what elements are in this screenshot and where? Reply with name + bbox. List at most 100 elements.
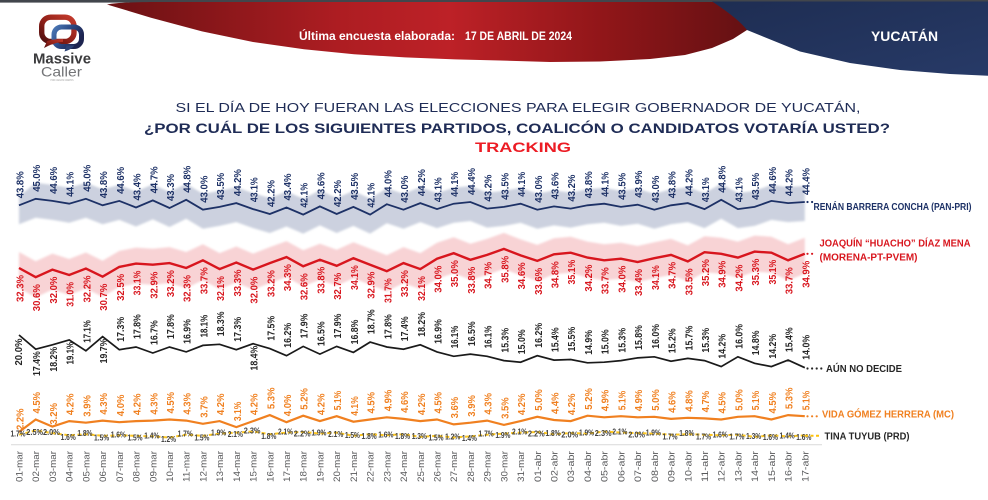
svg-text:43.2%: 43.2% (567, 175, 578, 202)
svg-text:1.3%: 1.3% (412, 432, 427, 441)
svg-text:15.5%: 15.5% (567, 327, 578, 352)
svg-text:44.1%: 44.1% (66, 172, 77, 197)
svg-text:15.2%: 15.2% (668, 328, 679, 353)
svg-text:15.7%: 15.7% (684, 326, 695, 351)
svg-text:17.9%: 17.9% (300, 314, 311, 339)
svg-text:3.7%: 3.7% (199, 396, 210, 418)
svg-text:16-abr: 16-abr (784, 451, 794, 482)
svg-text:33.5%: 33.5% (684, 268, 695, 295)
svg-text:44.2%: 44.2% (785, 169, 796, 196)
svg-text:2.2%: 2.2% (294, 430, 311, 439)
svg-text:Última encuesta elaborada:: Última encuesta elaborada: (299, 28, 455, 43)
svg-text:44.6%: 44.6% (768, 167, 779, 194)
svg-text:SI EL DÍA DE HOY FUERAN LAS EL: SI EL DÍA DE HOY FUERAN LAS ELECCIONES P… (176, 100, 861, 115)
svg-text:14.8%: 14.8% (751, 330, 762, 355)
svg-text:1.5%: 1.5% (428, 433, 443, 442)
svg-text:4.2%: 4.2% (216, 393, 227, 415)
svg-text:15.0%: 15.0% (601, 329, 612, 354)
svg-text:1.8%: 1.8% (679, 429, 694, 438)
svg-text:17.8%: 17.8% (133, 314, 144, 339)
svg-text:16.7%: 16.7% (149, 320, 160, 345)
svg-text:44.1%: 44.1% (601, 172, 612, 197)
svg-text:1.7%: 1.7% (178, 430, 193, 439)
svg-text:44.2%: 44.2% (417, 169, 428, 196)
svg-text:44.8%: 44.8% (183, 166, 194, 193)
svg-text:4.2%: 4.2% (567, 393, 578, 415)
svg-text:33.1%: 33.1% (133, 271, 144, 296)
svg-text:33.7%: 33.7% (199, 267, 210, 294)
svg-text:¿POR CUÁL DE LOS SIGUIENTES PA: ¿POR CUÁL DE LOS SIGUIENTES PARTIDOS, CO… (144, 121, 890, 136)
svg-text:30.6%: 30.6% (32, 284, 43, 311)
svg-text:24-mar: 24-mar (399, 451, 409, 482)
svg-text:32.1%: 32.1% (417, 276, 428, 301)
svg-text:1.8%: 1.8% (77, 429, 92, 438)
svg-text:44.4%: 44.4% (467, 168, 478, 195)
svg-text:4.7%: 4.7% (701, 391, 712, 413)
svg-text:32.3%: 32.3% (16, 275, 27, 302)
svg-text:4.2%: 4.2% (517, 393, 528, 415)
svg-text:2.0%: 2.0% (628, 431, 645, 440)
svg-text:17.8%: 17.8% (166, 314, 177, 339)
svg-text:32.0%: 32.0% (250, 277, 261, 304)
svg-text:4.5%: 4.5% (367, 392, 378, 414)
svg-text:07-abr: 07-abr (633, 451, 643, 482)
svg-text:4.2%: 4.2% (250, 393, 261, 415)
svg-text:5.1%: 5.1% (617, 391, 628, 410)
svg-text:18.2%: 18.2% (417, 312, 428, 337)
svg-text:31-mar: 31-mar (516, 451, 526, 482)
svg-text:33.7%: 33.7% (601, 267, 612, 294)
svg-text:15.8%: 15.8% (634, 325, 645, 350)
svg-text:1.9%: 1.9% (495, 431, 510, 440)
svg-text:34.8%: 34.8% (551, 261, 562, 288)
svg-text:32.7%: 32.7% (333, 273, 344, 300)
svg-text:32.6%: 32.6% (300, 273, 311, 300)
svg-text:43.4%: 43.4% (133, 173, 144, 200)
svg-text:4.2%: 4.2% (133, 393, 144, 415)
svg-text:3.1%: 3.1% (233, 402, 244, 421)
svg-text:4.0%: 4.0% (116, 395, 127, 417)
svg-text:15.0%: 15.0% (517, 329, 528, 354)
svg-text:4.6%: 4.6% (400, 391, 411, 413)
svg-text:35.3%: 35.3% (751, 259, 762, 286)
svg-text:5.3%: 5.3% (785, 387, 796, 409)
svg-text:10-mar: 10-mar (165, 451, 175, 482)
svg-text:2.2%: 2.2% (16, 408, 27, 430)
svg-text:14.2%: 14.2% (768, 334, 779, 359)
svg-text:35.1%: 35.1% (768, 260, 779, 285)
svg-text:5.0%: 5.0% (651, 389, 662, 411)
svg-text:30-mar: 30-mar (499, 451, 509, 482)
svg-text:1.9%: 1.9% (579, 429, 594, 438)
svg-text:1.9%: 1.9% (311, 429, 326, 438)
svg-text:15.3%: 15.3% (701, 328, 712, 353)
svg-text:4.1%: 4.1% (350, 396, 361, 415)
svg-text:33.2%: 33.2% (166, 270, 177, 297)
svg-text:4.9%: 4.9% (634, 390, 645, 412)
svg-text:1.7%: 1.7% (10, 430, 25, 439)
svg-text:43.5%: 43.5% (751, 173, 762, 200)
svg-text:4.2%: 4.2% (417, 393, 428, 415)
svg-text:4.3%: 4.3% (149, 393, 160, 415)
svg-text:17.5%: 17.5% (266, 316, 277, 341)
svg-text:2.0%: 2.0% (561, 431, 578, 440)
svg-text:17.3%: 17.3% (116, 317, 127, 342)
svg-text:44.7%: 44.7% (149, 166, 160, 193)
svg-text:3.9%: 3.9% (467, 395, 478, 417)
svg-text:(MORENA-PT-PVEM): (MORENA-PT-PVEM) (820, 252, 918, 264)
svg-text:04-abr: 04-abr (583, 451, 593, 482)
svg-text:11-mar: 11-mar (182, 451, 192, 482)
svg-text:34.1%: 34.1% (651, 265, 662, 290)
svg-text:17.4%: 17.4% (32, 351, 43, 376)
svg-text:1.7%: 1.7% (662, 432, 677, 441)
svg-text:42.2%: 42.2% (266, 180, 277, 207)
svg-text:14.2%: 14.2% (718, 334, 729, 359)
svg-text:11-abr: 11-abr (700, 451, 710, 482)
svg-text:RENÁN BARRERA CONCHA (PAN-PRI): RENÁN BARRERA CONCHA (PAN-PRI) (814, 200, 972, 213)
svg-text:43.3%: 43.3% (166, 174, 177, 201)
svg-text:21-mar: 21-mar (349, 451, 359, 482)
svg-text:16-mar: 16-mar (265, 451, 275, 482)
svg-text:30.7%: 30.7% (99, 284, 110, 311)
svg-text:4.9%: 4.9% (383, 390, 394, 412)
svg-text:44.8%: 44.8% (718, 166, 729, 193)
svg-text:33.7%: 33.7% (785, 267, 796, 294)
svg-text:43.5%: 43.5% (500, 173, 511, 200)
